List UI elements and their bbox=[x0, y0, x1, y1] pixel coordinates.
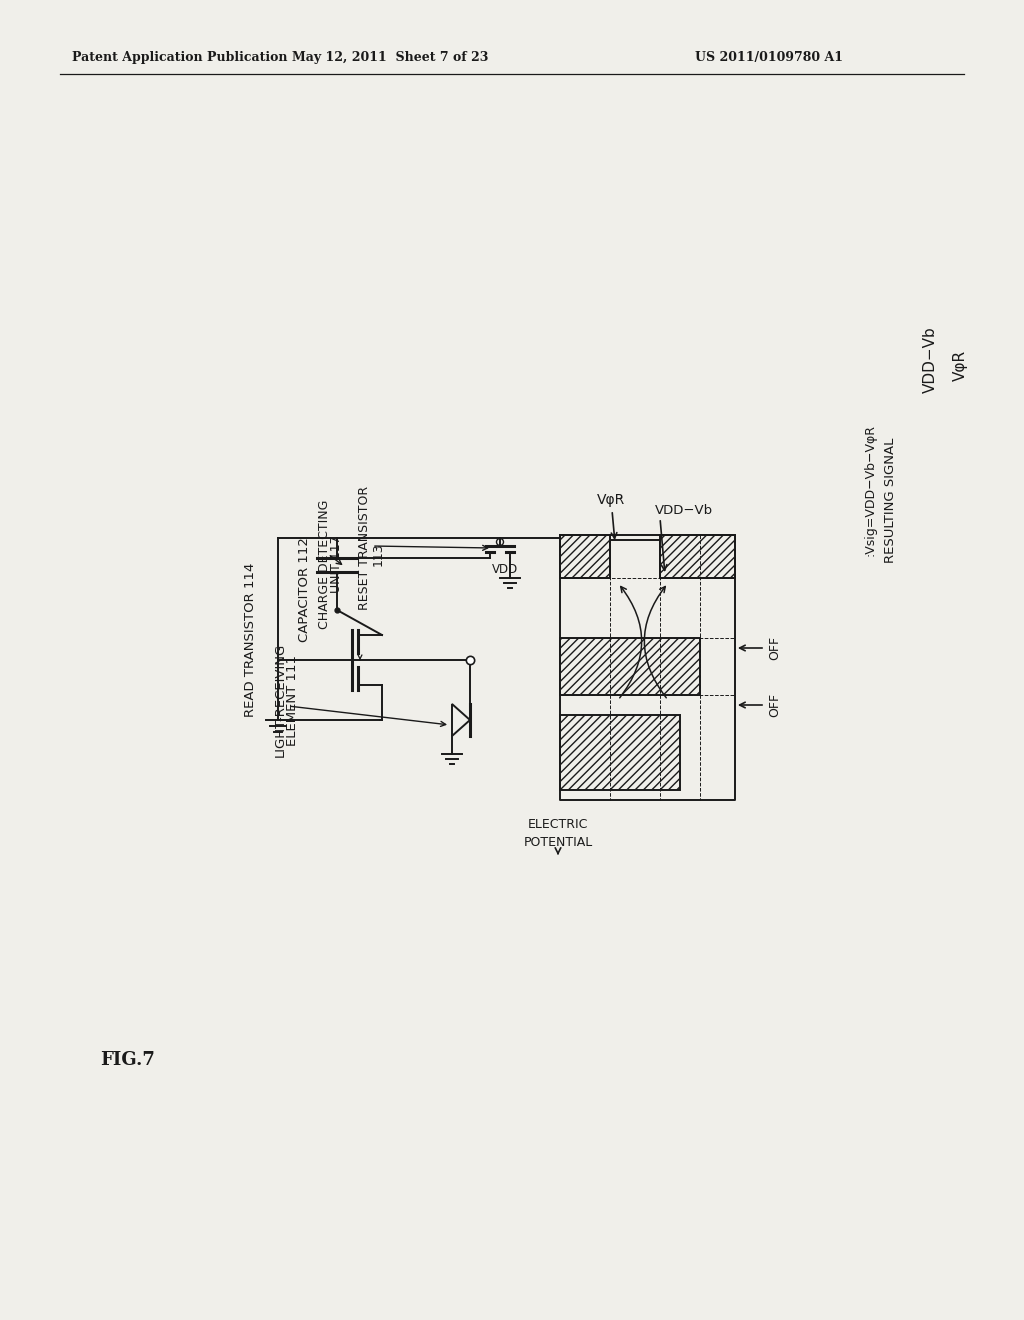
Text: VDD−Vb: VDD−Vb bbox=[655, 503, 713, 516]
Text: VφR: VφR bbox=[952, 350, 968, 380]
Text: CHARGE DETECTING: CHARGE DETECTING bbox=[317, 499, 331, 628]
Text: VDD: VDD bbox=[492, 564, 518, 576]
Bar bbox=[560, 638, 700, 696]
Bar bbox=[560, 535, 610, 578]
Text: US 2011/0109780 A1: US 2011/0109780 A1 bbox=[695, 51, 843, 65]
Text: CAPACITOR 112: CAPACITOR 112 bbox=[299, 537, 311, 643]
Text: VDD−Vb: VDD−Vb bbox=[923, 326, 938, 393]
Text: VφR: VφR bbox=[597, 492, 626, 507]
Text: OFF: OFF bbox=[768, 636, 781, 660]
Text: LIGHT-RECEIVING: LIGHT-RECEIVING bbox=[273, 643, 287, 758]
Text: May 12, 2011  Sheet 7 of 23: May 12, 2011 Sheet 7 of 23 bbox=[292, 51, 488, 65]
Text: ELEMENT 111: ELEMENT 111 bbox=[287, 655, 299, 746]
Text: :Vsig=VDD−Vb−VφR: :Vsig=VDD−Vb−VφR bbox=[863, 424, 877, 556]
Bar bbox=[560, 715, 680, 789]
Text: 113: 113 bbox=[372, 543, 384, 566]
FancyArrowPatch shape bbox=[620, 586, 642, 698]
Text: RESULTING SIGNAL: RESULTING SIGNAL bbox=[884, 437, 896, 562]
Text: UNIT 117: UNIT 117 bbox=[331, 535, 343, 593]
Bar bbox=[560, 535, 735, 565]
Text: FIG.7: FIG.7 bbox=[100, 1051, 155, 1069]
FancyArrowPatch shape bbox=[644, 586, 667, 698]
Bar bbox=[660, 535, 735, 578]
Text: Patent Application Publication: Patent Application Publication bbox=[72, 51, 288, 65]
Text: OFF: OFF bbox=[768, 693, 781, 717]
Text: POTENTIAL: POTENTIAL bbox=[523, 836, 593, 849]
Text: RESET TRANSISTOR: RESET TRANSISTOR bbox=[357, 486, 371, 610]
Text: READ TRANSISTOR 114: READ TRANSISTOR 114 bbox=[244, 562, 256, 717]
Text: ELECTRIC: ELECTRIC bbox=[527, 818, 588, 832]
